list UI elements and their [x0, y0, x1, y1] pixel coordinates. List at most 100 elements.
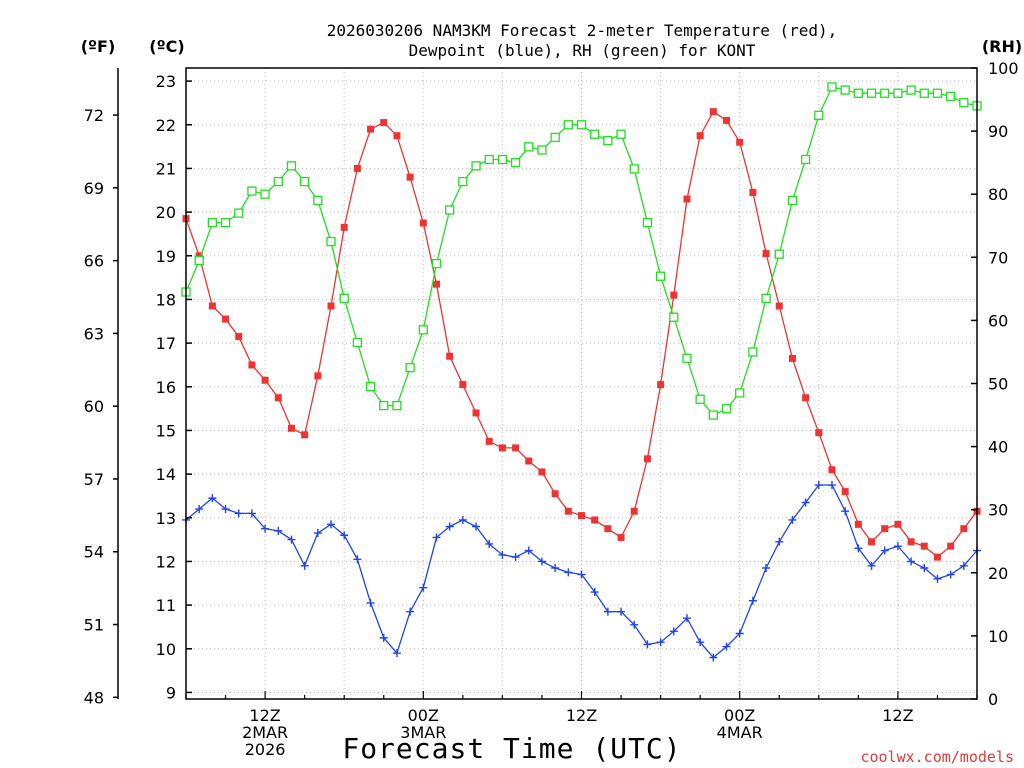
2-meter-temperature-point	[933, 553, 941, 561]
dewpoint-point	[498, 550, 507, 559]
relative-humidity-point	[365, 382, 376, 392]
time-tick-label: 00Z	[408, 706, 439, 725]
2-meter-temperature-point	[920, 542, 928, 550]
2-meter-temperature-point	[498, 444, 506, 452]
2-meter-temperature-point	[907, 538, 915, 546]
dewpoint-point	[841, 507, 850, 516]
celsius-axis-unit: (ºC)	[149, 37, 184, 56]
x-axis-label: Forecast Time (UTC)	[342, 732, 681, 765]
2-meter-temperature-point	[670, 291, 678, 299]
dewpoint-point	[696, 638, 705, 647]
2-meter-temperature-point	[327, 302, 335, 310]
dewpoint-point	[261, 524, 270, 533]
fahrenheit-tick-label: 63	[84, 324, 104, 343]
credit-text: coolwx.com/models	[860, 748, 1014, 766]
fahrenheit-axis-unit: (ºF)	[81, 37, 116, 56]
celsius-tick-label: 17	[156, 334, 176, 353]
dewpoint-point	[551, 563, 560, 572]
2-meter-temperature-point	[525, 457, 533, 465]
time-tick-label: 00Z	[724, 706, 755, 725]
dewpoint-point	[603, 607, 612, 616]
dewpoint-point	[195, 505, 204, 514]
2-meter-temperature-point	[723, 116, 731, 124]
dewpoint-point	[801, 498, 810, 507]
relative-humidity-point	[379, 400, 389, 411]
2-meter-temperature-point	[314, 372, 322, 380]
2-meter-temperature-point	[881, 525, 889, 533]
dewpoint-point	[419, 583, 428, 592]
dewpoint-point	[208, 494, 217, 503]
rh-tick-label: 60	[988, 311, 1008, 330]
2-meter-temperature-point	[446, 352, 454, 360]
rh-tick-label: 70	[988, 248, 1008, 267]
2-meter-temperature-point	[578, 512, 585, 520]
celsius-tick-label: 10	[156, 640, 176, 659]
celsius-tick-label: 19	[156, 247, 176, 266]
relative-humidity-point	[669, 312, 679, 322]
2-meter-temperature-point	[868, 538, 876, 546]
chart-title-line-2: Dewpoint (blue), RH (green) for KONT	[409, 41, 756, 60]
time-tick-label: 12Z	[249, 706, 280, 725]
2-meter-temperature-point	[828, 466, 836, 474]
2-meter-temperature-point	[591, 516, 599, 524]
time-tick-label: 3MAR	[400, 723, 446, 742]
relative-humidity-point	[339, 293, 349, 303]
dewpoint-point	[234, 509, 243, 518]
celsius-tick-label: 18	[156, 290, 176, 309]
relative-humidity-point	[247, 186, 257, 196]
dewpoint-point	[709, 653, 718, 662]
relative-humidity-point	[405, 363, 415, 373]
celsius-axis: 9 10 11 12 13 14 15 16 17 18 19 20 21 22 23	[156, 72, 192, 702]
relative-humidity-point	[761, 293, 771, 303]
2-meter-temperature-point	[248, 361, 256, 369]
2-meter-temperature-point	[208, 302, 216, 310]
relative-humidity-point	[458, 176, 468, 187]
relative-humidity-point	[655, 271, 666, 281]
dewpoint-point	[406, 607, 415, 616]
relative-humidity-point	[576, 120, 587, 130]
celsius-tick-label: 20	[156, 203, 176, 222]
2-meter-temperature-point	[393, 132, 401, 140]
rh-tick-label: 90	[988, 122, 1008, 141]
relative-humidity-point	[721, 404, 732, 414]
relative-humidity-point	[194, 255, 204, 266]
2-meter-temperature-point	[538, 468, 546, 476]
relative-humidity-point	[590, 129, 600, 139]
relative-humidity-point	[774, 249, 784, 259]
time-tick-label: 4MAR	[717, 723, 763, 742]
relative-humidity-point	[629, 164, 639, 174]
rh-tick-label: 30	[988, 501, 1008, 520]
fahrenheit-tick-label: 51	[84, 616, 104, 635]
dewpoint-point	[445, 522, 454, 531]
2-meter-temperature-point	[815, 429, 823, 437]
2-meter-temperature-point	[617, 533, 625, 541]
relative-humidity-point	[220, 217, 231, 228]
dewpoint-point	[630, 620, 639, 629]
dewpoint-point	[472, 522, 481, 531]
dewpoint-point	[775, 537, 784, 546]
relative-humidity-point	[524, 142, 534, 152]
dewpoint-point	[788, 515, 797, 524]
2-meter-temperature-point	[235, 333, 243, 341]
celsius-tick-label: 11	[156, 596, 176, 615]
fahrenheit-tick-label: 48	[84, 688, 104, 707]
dewpoint-point	[432, 533, 441, 542]
dewpoint-point	[933, 574, 942, 583]
2-meter-temperature-point	[736, 138, 744, 146]
2-meter-temperature-point	[419, 219, 427, 227]
relative-humidity-point	[313, 195, 323, 206]
relative-humidity-point	[431, 258, 442, 269]
2-meter-temperature-point	[775, 302, 783, 310]
dewpoint-point	[762, 563, 771, 572]
relative-humidity-point	[919, 88, 929, 98]
2-meter-temperature-point	[551, 490, 559, 498]
2-meter-temperature-point	[261, 376, 269, 384]
relative-humidity-point	[616, 129, 626, 139]
dewpoint-point	[880, 546, 889, 555]
dewpoint-point	[959, 561, 968, 570]
rh-tick-label: 10	[988, 627, 1008, 646]
rh-axis: 0 10 20 30 40 50 60 70 80 90 100	[971, 59, 1019, 709]
rh-tick-label: 100	[988, 59, 1019, 78]
fahrenheit-tick-label: 72	[84, 106, 104, 125]
